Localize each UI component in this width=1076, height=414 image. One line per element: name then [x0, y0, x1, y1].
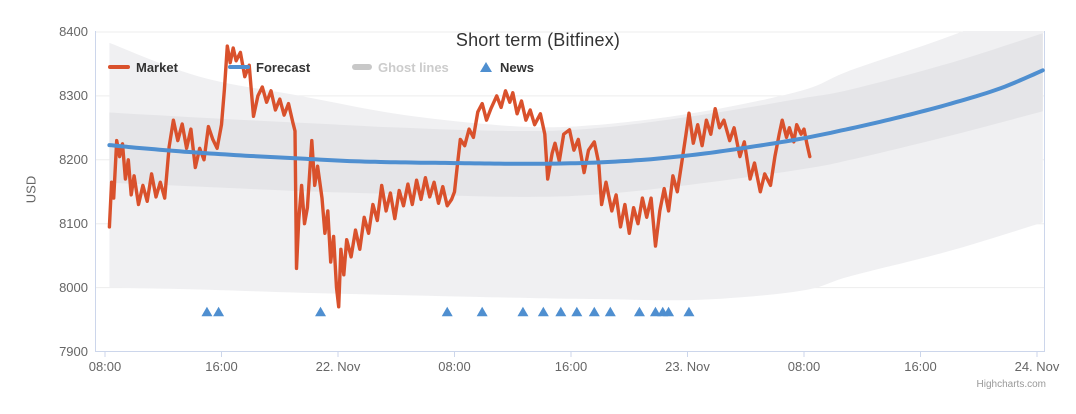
x-axis-label: 22. Nov	[315, 359, 361, 374]
news-marker-triangle-icon[interactable]	[537, 306, 549, 317]
x-axis-label: 24. Nov	[1014, 359, 1060, 374]
x-axis-label: 23. Nov	[665, 359, 710, 374]
legend-label-forecast: Forecast	[256, 59, 311, 75]
news-marker-triangle-icon[interactable]	[633, 306, 645, 317]
x-axis-label: 16:00	[554, 359, 588, 374]
y-axis-label: 8300	[59, 87, 88, 103]
news-marker-triangle-icon[interactable]	[571, 306, 583, 317]
news-marker-triangle-icon[interactable]	[441, 306, 453, 317]
y-axis-label: 8100	[59, 215, 88, 231]
news-markers[interactable]	[201, 306, 695, 317]
legend-label-ghost-lines: Ghost lines	[378, 59, 449, 75]
legend-item-market[interactable]: Market	[108, 59, 178, 75]
chart-title: Short term (Bitfinex)	[455, 30, 621, 50]
legend-label-market: Market	[136, 59, 178, 75]
news-marker-triangle-icon[interactable]	[213, 306, 225, 317]
news-marker-triangle-icon[interactable]	[201, 306, 213, 317]
y-axis-label: 8400	[59, 24, 88, 39]
x-axis-label: 08:00	[88, 359, 122, 374]
news-marker-triangle-icon[interactable]	[315, 306, 327, 317]
news-marker-triangle-icon[interactable]	[683, 306, 695, 317]
news-marker-triangle-icon[interactable]	[649, 306, 661, 317]
forecast-line-swatch-icon	[228, 65, 250, 69]
ghost-lines-swatch-icon	[352, 64, 372, 70]
market-line[interactable]	[107, 44, 812, 309]
forecast-line[interactable]	[107, 68, 1045, 166]
x-axis-label: 16:00	[904, 359, 937, 374]
news-marker-triangle-icon[interactable]	[517, 306, 529, 317]
y-axis-label: 8000	[59, 279, 88, 295]
legend-item-forecast[interactable]: Forecast	[228, 59, 310, 75]
y-axis-label: 7900	[59, 343, 88, 359]
legend-item-ghost-lines[interactable]: Ghost lines	[352, 59, 449, 75]
news-marker-triangle-icon[interactable]	[604, 306, 616, 317]
news-triangle-icon	[480, 62, 492, 72]
market-line-swatch-icon	[108, 65, 130, 69]
news-marker-triangle-icon[interactable]	[555, 306, 567, 317]
highcharts-credit[interactable]: Highcharts.com	[976, 379, 1046, 390]
x-axis-label: 08:00	[438, 359, 471, 374]
news-marker-triangle-icon[interactable]	[663, 306, 675, 317]
news-marker-triangle-icon[interactable]	[588, 306, 600, 317]
x-axis-label: 16:00	[205, 359, 238, 374]
axis-lines	[95, 31, 1045, 357]
legend-item-news[interactable]: News	[480, 59, 534, 75]
x-axis-label: 08:00	[787, 359, 821, 374]
legend-label-news: News	[500, 59, 534, 75]
y-axis-label: 8200	[59, 151, 88, 167]
news-marker-triangle-icon[interactable]	[476, 306, 488, 317]
